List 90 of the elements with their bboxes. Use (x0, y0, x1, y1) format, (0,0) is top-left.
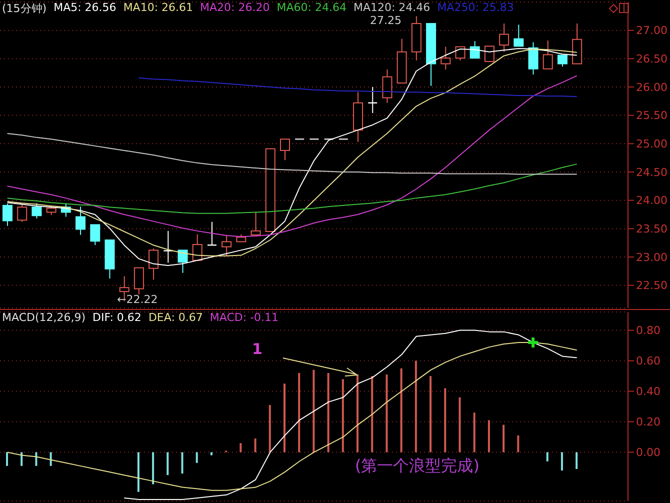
bar (444, 388, 446, 452)
text: MA120: 24.46 (353, 1, 430, 16)
candlestick (557, 54, 568, 68)
bar (240, 443, 242, 452)
candlestick (528, 42, 538, 76)
candlestick (222, 234, 232, 256)
candlestick (76, 206, 86, 236)
candlestick (250, 212, 261, 236)
y-tick-label: 23.00 (636, 250, 668, 264)
bar (386, 374, 388, 452)
bar (517, 435, 520, 452)
text: DEA: 0.67 (148, 311, 203, 324)
y-tick-label: 0.40 (636, 385, 660, 398)
candlestick (134, 267, 144, 295)
candlestick (440, 46, 451, 70)
bar (6, 452, 8, 466)
candlestick (2, 203, 12, 226)
bar (166, 452, 169, 476)
text: MA5: 26.56 (54, 1, 116, 16)
candlestick (455, 46, 466, 61)
candlestick (514, 24, 524, 47)
y-tick-label: 0.80 (636, 324, 660, 338)
chart-title: MACD(12,26,9) (2, 311, 86, 324)
candlestick (148, 248, 159, 280)
bar (430, 376, 432, 452)
y-tick-label: 25.50 (636, 109, 668, 122)
candlestick (382, 68, 392, 104)
annotation: ←22.22 (117, 293, 158, 306)
annotation: 1 (252, 340, 262, 358)
bar (152, 452, 154, 484)
candlestick (280, 138, 290, 161)
line-series (124, 330, 578, 500)
text: DIF: 0.62 (92, 311, 142, 324)
bar (576, 452, 578, 469)
bar (488, 420, 490, 452)
y-tick-label: 27.00 (636, 24, 668, 38)
candlestick (470, 40, 480, 59)
text: MA10: 26.61 (123, 1, 194, 16)
candlestick (90, 224, 100, 246)
bar (458, 397, 461, 452)
y-tick-label: 0.00 (636, 446, 660, 460)
y-tick-label: 24.50 (636, 166, 668, 179)
bar (181, 452, 184, 474)
y-tick-label: 0.60 (636, 354, 660, 368)
y-tick-label: 24.00 (636, 194, 668, 208)
y-tick-label: 26.50 (636, 52, 668, 66)
annotation: MACD: -0.11 (210, 311, 279, 324)
y-tick-label: 26.00 (636, 80, 668, 94)
bar (20, 452, 23, 466)
bar (312, 370, 315, 452)
line-series (6, 342, 578, 491)
line-series (6, 132, 578, 175)
candlestick (192, 234, 202, 261)
bar (283, 384, 286, 452)
bar (50, 452, 52, 466)
bar (342, 379, 344, 452)
bar (371, 376, 374, 452)
bar (400, 368, 402, 452)
y-tick-label: 25.00 (636, 138, 668, 151)
bar (35, 452, 38, 466)
bar (210, 452, 212, 456)
text: MA20: 26.20 (200, 1, 270, 16)
line-series (138, 77, 578, 98)
bar (473, 412, 476, 452)
bar (502, 424, 505, 452)
bar (560, 452, 563, 471)
bar (546, 452, 548, 462)
annotation: 27.25 (370, 14, 402, 27)
chart-title: (15分钟) (2, 1, 47, 16)
text: MA60: 24.64 (276, 1, 346, 16)
bar (414, 360, 417, 452)
candlestick (178, 250, 188, 274)
text: MA250: 25.83 (437, 1, 514, 16)
candlestick (484, 46, 494, 62)
line-series (6, 164, 578, 214)
bar (268, 404, 271, 452)
annotation: (第一个浪型完成) (355, 456, 480, 477)
y-tick-label: 22.50 (636, 279, 668, 292)
y-tick-label: 0.20 (636, 416, 660, 429)
candlestick (163, 230, 174, 264)
y-tick-label: 23.50 (636, 222, 668, 236)
bar (356, 374, 359, 452)
bar (137, 452, 140, 492)
bar (196, 452, 198, 463)
bar (327, 372, 330, 452)
candlestick (499, 23, 510, 52)
candlestick (32, 202, 42, 219)
candlestick (17, 203, 28, 222)
candlestick (542, 40, 553, 70)
bar (298, 372, 300, 452)
